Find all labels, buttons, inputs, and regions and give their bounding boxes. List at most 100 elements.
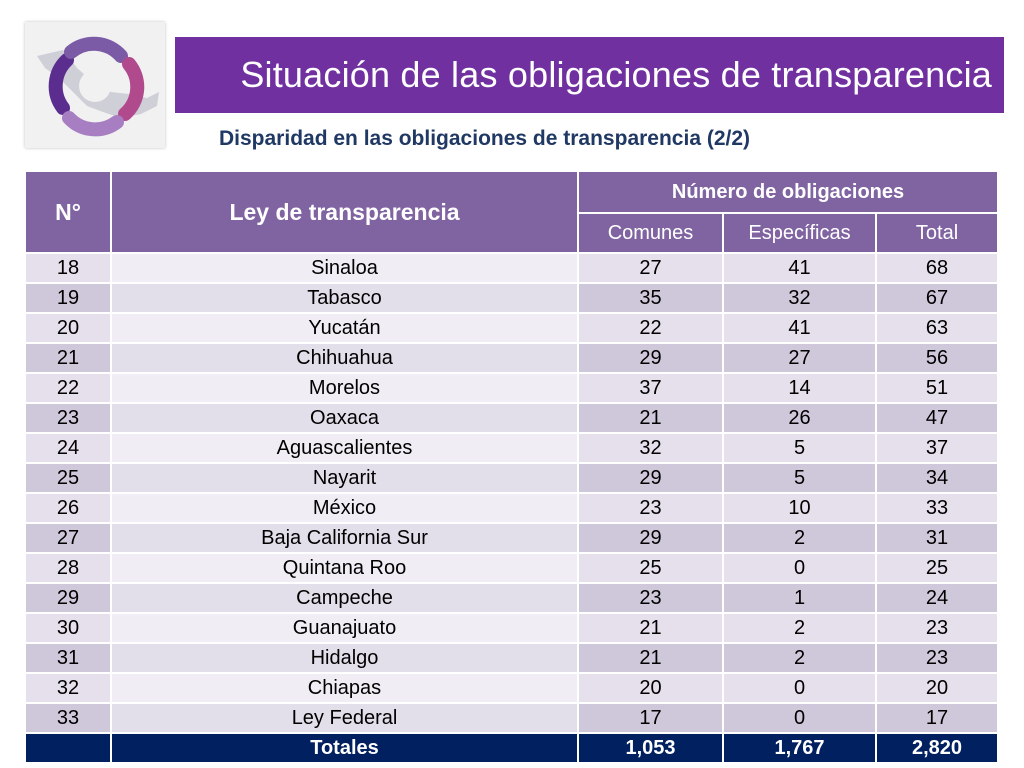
cell-comunes: 22 — [577, 312, 724, 344]
table-row: 19 Tabasco 35 32 67 — [24, 282, 1000, 314]
cell-num: 20 — [24, 312, 112, 344]
table-row: 28 Quintana Roo 25 0 25 — [24, 552, 1000, 584]
cell-total: 17 — [874, 702, 1000, 734]
cell-total: 25 — [874, 552, 1000, 584]
cell-total: 37 — [874, 432, 1000, 464]
cell-especificas: 0 — [722, 702, 877, 734]
cell-especificas: 10 — [722, 492, 877, 524]
cell-num: 22 — [24, 372, 112, 404]
cell-total: 24 — [874, 582, 1000, 614]
cell-ley: Nayarit — [110, 462, 579, 494]
header-ley: Ley de transparencia — [110, 170, 579, 254]
totals-total: 2,820 — [874, 732, 1000, 764]
cell-ley: Baja California Sur — [110, 522, 579, 554]
totals-num — [24, 732, 112, 764]
header-total: Total — [874, 212, 1000, 254]
cell-comunes: 29 — [577, 342, 724, 374]
cell-comunes: 21 — [577, 642, 724, 674]
cell-num: 27 — [24, 522, 112, 554]
cell-especificas: 2 — [722, 642, 877, 674]
cell-ley: México — [110, 492, 579, 524]
mexico-map-swirl-logo-icon — [37, 36, 159, 137]
table-row: 25 Nayarit 29 5 34 — [24, 462, 1000, 494]
cell-total: 34 — [874, 462, 1000, 494]
header-num: N° — [24, 170, 112, 254]
cell-comunes: 29 — [577, 462, 724, 494]
cell-comunes: 35 — [577, 282, 724, 314]
cell-num: 33 — [24, 702, 112, 734]
cell-num: 26 — [24, 492, 112, 524]
table-row: 24 Aguascalientes 32 5 37 — [24, 432, 1000, 464]
table-body: 18 Sinaloa 27 41 68 19 Tabasco 35 32 67 20 Yucatán 2… — [24, 252, 1000, 734]
cell-ley: Chihuahua — [110, 342, 579, 374]
cell-total: 51 — [874, 372, 1000, 404]
table-row: 27 Baja California Sur 29 2 31 — [24, 522, 1000, 554]
cell-especificas: 32 — [722, 282, 877, 314]
cell-num: 18 — [24, 252, 112, 284]
table-row: 20 Yucatán 22 41 63 — [24, 312, 1000, 344]
cell-num: 30 — [24, 612, 112, 644]
cell-comunes: 21 — [577, 612, 724, 644]
cell-especificas: 5 — [722, 462, 877, 494]
cell-comunes: 17 — [577, 702, 724, 734]
table-row: 33 Ley Federal 17 0 17 — [24, 702, 1000, 734]
cell-total: 31 — [874, 522, 1000, 554]
page-subtitle: Disparidad en las obligaciones de transp… — [219, 127, 751, 150]
cell-comunes: 27 — [577, 252, 724, 284]
cell-total: 68 — [874, 252, 1000, 284]
totals-comunes: 1,053 — [577, 732, 724, 764]
cell-comunes: 21 — [577, 402, 724, 434]
cell-num: 24 — [24, 432, 112, 464]
table-row: 23 Oaxaca 21 26 47 — [24, 402, 1000, 434]
cell-comunes: 23 — [577, 492, 724, 524]
cell-ley: Campeche — [110, 582, 579, 614]
logo — [25, 22, 165, 148]
table-row: 26 México 23 10 33 — [24, 492, 1000, 524]
cell-total: 23 — [874, 612, 1000, 644]
cell-total: 56 — [874, 342, 1000, 374]
cell-ley: Ley Federal — [110, 702, 579, 734]
cell-ley: Guanajuato — [110, 612, 579, 644]
cell-especificas: 1 — [722, 582, 877, 614]
cell-num: 29 — [24, 582, 112, 614]
cell-especificas: 14 — [722, 372, 877, 404]
table-row: 18 Sinaloa 27 41 68 — [24, 252, 1000, 284]
cell-ley: Hidalgo — [110, 642, 579, 674]
totals-label: Totales — [110, 732, 579, 764]
cell-ley: Oaxaca — [110, 402, 579, 434]
cell-num: 25 — [24, 462, 112, 494]
page-title: Situación de las obligaciones de transpa… — [240, 54, 992, 95]
table-row: 22 Morelos 37 14 51 — [24, 372, 1000, 404]
table-row: 30 Guanajuato 21 2 23 — [24, 612, 1000, 644]
cell-especificas: 41 — [722, 252, 877, 284]
cell-especificas: 2 — [722, 522, 877, 554]
cell-total: 20 — [874, 672, 1000, 704]
cell-ley: Quintana Roo — [110, 552, 579, 584]
cell-num: 32 — [24, 672, 112, 704]
header-numero-obligaciones: Número de obligaciones — [576, 170, 1000, 214]
cell-total: 67 — [874, 282, 1000, 314]
cell-total: 23 — [874, 642, 1000, 674]
cell-especificas: 41 — [722, 312, 877, 344]
table-row: 29 Campeche 23 1 24 — [24, 582, 1000, 614]
cell-num: 28 — [24, 552, 112, 584]
obligations-table: N° Ley de transparencia Número de obliga… — [24, 170, 1000, 764]
cell-ley: Tabasco — [110, 282, 579, 314]
cell-total: 63 — [874, 312, 1000, 344]
cell-ley: Yucatán — [110, 312, 579, 344]
table-row: 21 Chihuahua 29 27 56 — [24, 342, 1000, 374]
cell-num: 23 — [24, 402, 112, 434]
cell-ley: Chiapas — [110, 672, 579, 704]
cell-comunes: 29 — [577, 522, 724, 554]
cell-comunes: 32 — [577, 432, 724, 464]
table-row: 32 Chiapas 20 0 20 — [24, 672, 1000, 704]
title-bar: Situación de las obligaciones de transpa… — [175, 37, 1004, 113]
cell-num: 31 — [24, 642, 112, 674]
cell-num: 21 — [24, 342, 112, 374]
table-row: 31 Hidalgo 21 2 23 — [24, 642, 1000, 674]
cell-comunes: 23 — [577, 582, 724, 614]
cell-total: 33 — [874, 492, 1000, 524]
cell-ley: Aguascalientes — [110, 432, 579, 464]
header-especificas: Específicas — [722, 212, 877, 254]
totals-especificas: 1,767 — [722, 732, 877, 764]
